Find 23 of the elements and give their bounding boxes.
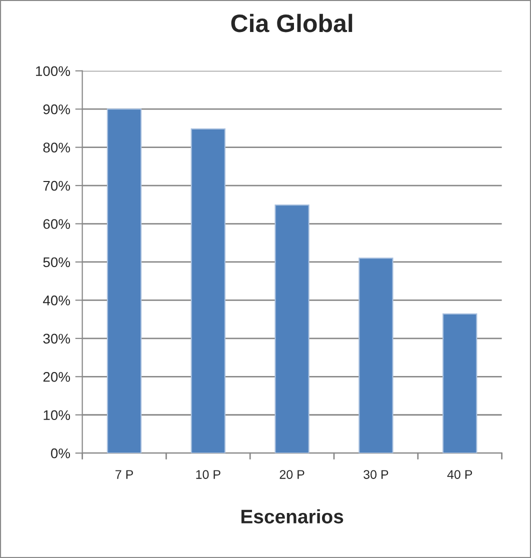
y-tick-label: 10% — [44, 410, 70, 420]
bar — [358, 258, 394, 454]
bar — [190, 128, 226, 454]
y-tick-label: 30% — [43, 334, 70, 344]
y-tick-label: 50% — [43, 257, 70, 268]
y-tick-label: 80% — [43, 142, 70, 152]
y-tick-label: 40% — [43, 296, 70, 306]
x-tick-label: 40 P — [447, 470, 472, 479]
y-tick-label: 90% — [43, 104, 70, 114]
bar — [274, 204, 310, 454]
y-tick-label: 0% — [50, 448, 70, 458]
x-tick-label: 20 P — [280, 470, 304, 479]
bar — [106, 108, 142, 454]
x-tick-label: 10 P — [196, 470, 220, 479]
y-tick-label: 70% — [43, 180, 70, 191]
y-tick-label: 20% — [43, 372, 70, 382]
chart-title: Cia Global — [231, 14, 352, 32]
y-tick-label: 100% — [36, 66, 70, 76]
bar — [442, 313, 478, 454]
x-tick-label: 7 P — [116, 470, 133, 479]
y-tick-label: 60% — [43, 219, 70, 229]
x-tick-label: 30 P — [364, 470, 388, 479]
x-axis-title: Escenarios — [241, 509, 344, 524]
